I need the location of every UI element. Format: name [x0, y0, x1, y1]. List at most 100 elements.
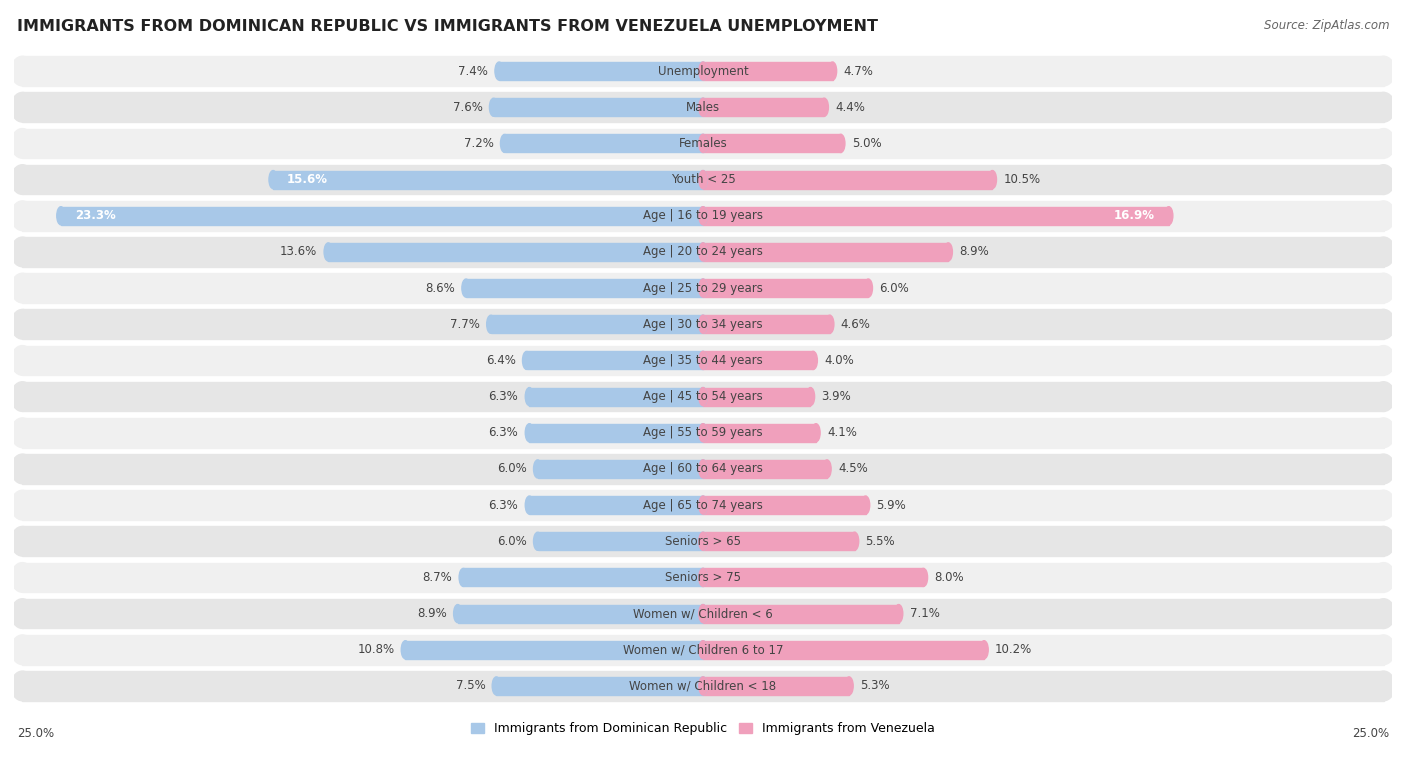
Ellipse shape	[1372, 671, 1395, 701]
Text: 10.5%: 10.5%	[1004, 173, 1040, 186]
Bar	[496, 677, 703, 695]
Ellipse shape	[1372, 562, 1395, 592]
Text: 7.4%: 7.4%	[458, 64, 488, 77]
Text: Females: Females	[679, 137, 727, 150]
Ellipse shape	[699, 98, 707, 117]
Ellipse shape	[11, 418, 34, 447]
Ellipse shape	[699, 207, 707, 225]
Text: IMMIGRANTS FROM DOMINICAN REPUBLIC VS IMMIGRANTS FROM VENEZUELA UNEMPLOYMENT: IMMIGRANTS FROM DOMINICAN REPUBLIC VS IM…	[17, 19, 877, 34]
Ellipse shape	[492, 677, 501, 695]
Text: 4.7%: 4.7%	[844, 64, 873, 77]
Text: 7.7%: 7.7%	[450, 318, 479, 331]
Bar	[703, 315, 830, 333]
Bar	[703, 424, 815, 442]
Ellipse shape	[1372, 92, 1395, 122]
Text: 5.9%: 5.9%	[876, 499, 907, 512]
Bar	[60, 207, 703, 225]
Text: 4.5%: 4.5%	[838, 463, 868, 475]
Text: 6.4%: 6.4%	[485, 354, 516, 367]
Ellipse shape	[699, 677, 707, 695]
Bar	[703, 243, 948, 261]
Bar	[22, 382, 1384, 411]
Bar	[703, 496, 866, 514]
Text: 7.2%: 7.2%	[464, 137, 494, 150]
Text: Seniors > 75: Seniors > 75	[665, 571, 741, 584]
Bar	[465, 279, 703, 298]
Text: 6.0%: 6.0%	[496, 534, 527, 548]
Ellipse shape	[825, 315, 834, 333]
Ellipse shape	[699, 424, 707, 442]
Bar	[22, 129, 1384, 158]
Ellipse shape	[980, 640, 988, 659]
Bar	[530, 424, 703, 442]
Text: 6.0%: 6.0%	[879, 282, 910, 294]
Text: Women w/ Children < 6: Women w/ Children < 6	[633, 607, 773, 620]
Ellipse shape	[699, 496, 707, 514]
Ellipse shape	[1372, 237, 1395, 266]
Ellipse shape	[11, 273, 34, 303]
Ellipse shape	[699, 532, 707, 550]
Ellipse shape	[699, 460, 707, 478]
Ellipse shape	[11, 562, 34, 592]
Ellipse shape	[1372, 310, 1395, 339]
Text: 10.2%: 10.2%	[995, 643, 1032, 656]
Text: Youth < 25: Youth < 25	[671, 173, 735, 186]
Text: 6.0%: 6.0%	[496, 463, 527, 475]
Bar	[530, 388, 703, 406]
Ellipse shape	[699, 640, 707, 659]
Ellipse shape	[11, 671, 34, 701]
Ellipse shape	[401, 640, 409, 659]
Ellipse shape	[699, 569, 707, 587]
Bar	[22, 526, 1384, 556]
Text: 7.1%: 7.1%	[910, 607, 939, 620]
Bar	[22, 273, 1384, 303]
Text: 25.0%: 25.0%	[1353, 727, 1389, 740]
Ellipse shape	[699, 569, 707, 587]
Ellipse shape	[845, 677, 853, 695]
Ellipse shape	[56, 207, 65, 225]
Ellipse shape	[920, 569, 928, 587]
Ellipse shape	[699, 351, 707, 369]
Ellipse shape	[807, 388, 814, 406]
Ellipse shape	[699, 279, 707, 298]
Bar	[703, 135, 841, 152]
Text: Age | 35 to 44 years: Age | 35 to 44 years	[643, 354, 763, 367]
Bar	[703, 62, 832, 80]
Ellipse shape	[11, 454, 34, 484]
Bar	[463, 569, 703, 587]
Bar	[703, 605, 898, 622]
Ellipse shape	[11, 346, 34, 375]
Ellipse shape	[1164, 207, 1173, 225]
Bar	[703, 569, 924, 587]
Bar	[22, 56, 1384, 86]
Text: Women w/ Children < 18: Women w/ Children < 18	[630, 680, 776, 693]
Ellipse shape	[1372, 382, 1395, 411]
Bar	[328, 243, 703, 261]
Bar	[22, 562, 1384, 592]
Bar	[22, 237, 1384, 266]
Ellipse shape	[269, 170, 277, 188]
Ellipse shape	[699, 605, 707, 622]
Text: 6.3%: 6.3%	[489, 390, 519, 403]
Bar	[22, 310, 1384, 339]
Bar	[494, 98, 703, 117]
Text: Source: ZipAtlas.com: Source: ZipAtlas.com	[1264, 19, 1389, 32]
Legend: Immigrants from Dominican Republic, Immigrants from Venezuela: Immigrants from Dominican Republic, Immi…	[467, 717, 939, 740]
Ellipse shape	[699, 135, 707, 152]
Ellipse shape	[11, 491, 34, 520]
Ellipse shape	[11, 201, 34, 231]
Bar	[703, 532, 855, 550]
Text: Age | 16 to 19 years: Age | 16 to 19 years	[643, 209, 763, 223]
Ellipse shape	[1372, 454, 1395, 484]
Ellipse shape	[1372, 599, 1395, 628]
Bar	[22, 201, 1384, 231]
Ellipse shape	[1372, 526, 1395, 556]
Text: 4.0%: 4.0%	[824, 354, 853, 367]
Bar	[273, 170, 703, 188]
Bar	[405, 640, 703, 659]
Bar	[527, 351, 703, 369]
Text: 5.3%: 5.3%	[860, 680, 890, 693]
Ellipse shape	[820, 98, 828, 117]
Ellipse shape	[454, 605, 461, 622]
Bar	[499, 62, 703, 80]
